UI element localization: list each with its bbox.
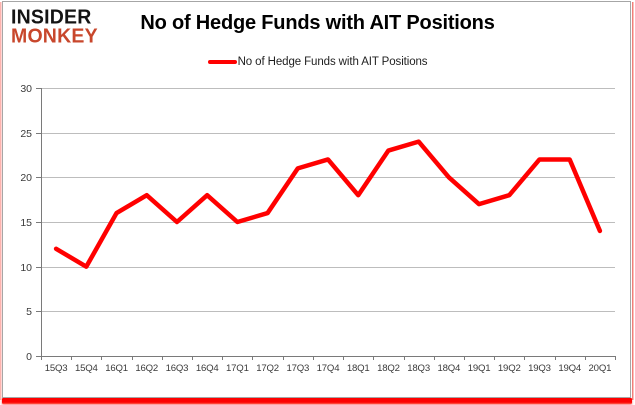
logo-text-monkey: MONKEY <box>11 24 98 48</box>
x-tick-label: 17Q3 <box>286 363 309 374</box>
x-tick-label: 19Q4 <box>558 363 582 374</box>
x-tick-label: 15Q3 <box>45 363 68 374</box>
x-tick-label: 18Q2 <box>377 363 400 374</box>
frame-red-glow-left <box>0 2 2 400</box>
legend-line-swatch <box>207 59 237 65</box>
legend: No of Hedge Funds with AIT Positions <box>0 56 635 68</box>
y-tick-label: 15 <box>20 217 32 229</box>
x-tick-label: 17Q2 <box>256 363 279 374</box>
x-tick-label: 16Q3 <box>166 363 189 374</box>
series-line-hedge-funds <box>53 139 603 269</box>
x-tick-label: 16Q4 <box>196 363 220 374</box>
insider-monkey-logo: INSIDER MONKEY <box>11 5 98 48</box>
y-tick-label: 25 <box>20 128 32 140</box>
y-tick-label: 5 <box>26 306 32 318</box>
x-tick-label: 19Q1 <box>468 363 491 374</box>
x-tick-label: 18Q3 <box>407 363 430 374</box>
x-tick-label: 18Q1 <box>347 363 370 374</box>
x-tick-label: 17Q4 <box>317 363 341 374</box>
frame-red-glow-bottom <box>2 398 632 404</box>
x-tick-label: 18Q4 <box>438 363 462 374</box>
x-tick-label: 15Q4 <box>75 363 99 374</box>
x-tick-label: 19Q2 <box>498 363 521 374</box>
x-tick-label: 19Q3 <box>528 363 551 374</box>
chart-title: No of Hedge Funds with AIT Positions <box>140 12 495 34</box>
legend-label: No of Hedge Funds with AIT Positions <box>237 56 428 68</box>
x-tick-label: 16Q1 <box>105 363 128 374</box>
logo-text-insider: INSIDER <box>11 5 92 29</box>
x-tick-label: 17Q1 <box>226 363 249 374</box>
frame-red-glow-right <box>632 2 634 400</box>
x-tick-label: 16Q2 <box>135 363 158 374</box>
y-tick-label: 10 <box>20 262 32 274</box>
y-tick-label: 30 <box>20 83 32 95</box>
y-tick-label: 0 <box>26 351 32 363</box>
y-tick-label: 20 <box>20 172 32 184</box>
x-tick-label: 20Q1 <box>589 363 612 374</box>
